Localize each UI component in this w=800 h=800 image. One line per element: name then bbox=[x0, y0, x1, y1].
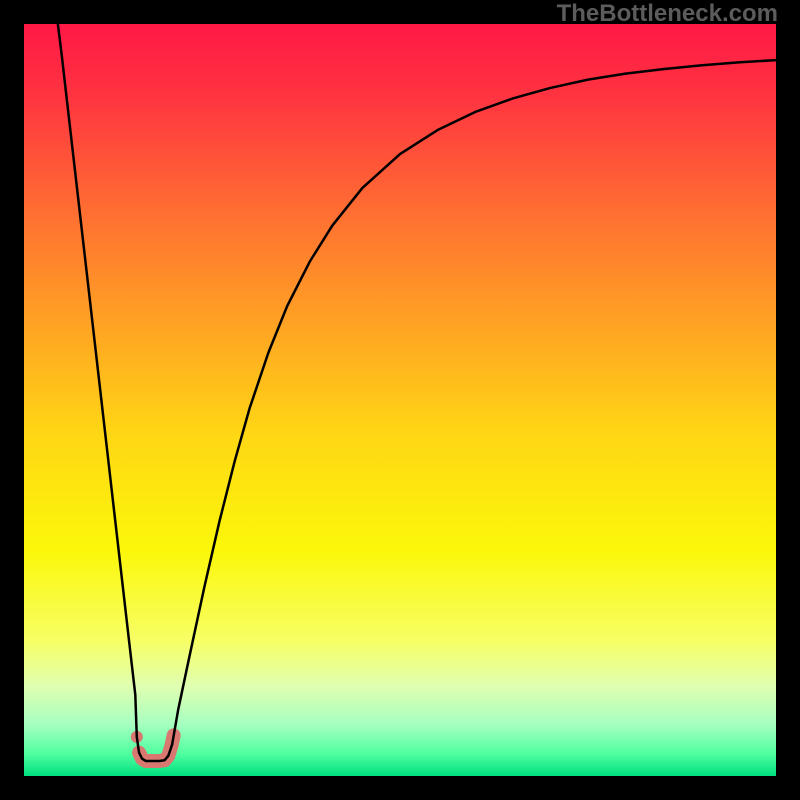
bottleneck-curve-layer bbox=[24, 24, 776, 776]
bottleneck-curve bbox=[58, 24, 776, 761]
chart-container: TheBottleneck.com bbox=[0, 0, 800, 800]
watermark-text: TheBottleneck.com bbox=[557, 0, 778, 28]
